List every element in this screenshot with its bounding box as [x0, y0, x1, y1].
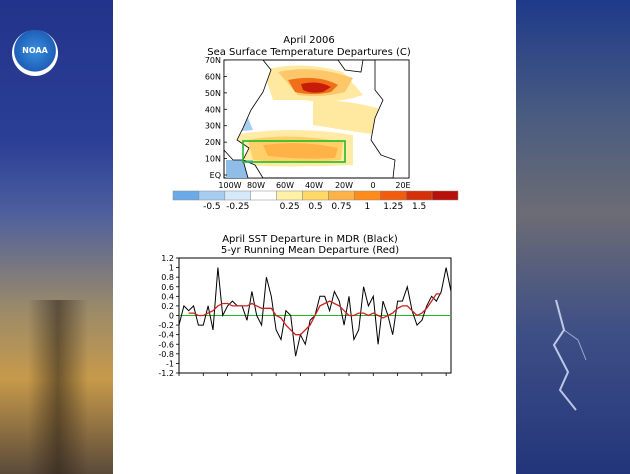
x-tick-label: 1950: [169, 377, 189, 378]
map-lon-label: 20E: [395, 181, 410, 190]
y-tick-label: -0.2: [158, 321, 174, 330]
colorbar-segment: [198, 190, 226, 201]
colorbar-label: -0.5: [203, 202, 221, 212]
y-tick-label: 0: [169, 312, 174, 321]
y-tick-label: 0.4: [161, 292, 174, 301]
colorbar-segment: [405, 190, 433, 201]
x-tick-label: 1995: [387, 377, 407, 378]
colorbar-segment: [354, 190, 381, 201]
sst-map-figure: April 2006 Sea Surface Temperature Depar…: [172, 35, 459, 212]
y-tick-label: -0.6: [158, 340, 174, 349]
colorbar-segment: [380, 190, 407, 201]
y-tick-label: -1.2: [158, 369, 174, 378]
colorbar-segment: [224, 190, 251, 201]
y-tick-label: 1: [169, 264, 174, 273]
map-lat-label: 10N: [205, 155, 221, 164]
colorbar-segment: [250, 190, 277, 201]
map-lon-label: 0: [370, 181, 375, 190]
y-tick-label: 0.2: [161, 302, 174, 311]
y-tick-label: 0.8: [161, 273, 174, 282]
x-tick-label: 1980: [315, 377, 335, 378]
map-title-line1: April 2006: [283, 35, 334, 46]
x-tick-label: 1990: [363, 377, 383, 378]
map-lon-label: 20W: [335, 181, 353, 190]
colorbar-label: -0.25: [226, 202, 249, 212]
x-tick-label: 1965: [242, 377, 262, 378]
map-lon-label: 40W: [305, 181, 323, 190]
map-lat-label: 60N: [205, 72, 221, 81]
mdr-sst-line-chart: April SST Departure in MDR (Black) 5-yr …: [158, 234, 456, 378]
colorbar-label: 0.5: [308, 202, 322, 212]
map-lon-labels: 100W 80W 60W 40W 20W 0 20E: [218, 181, 410, 190]
left-decorative-band: NOAA: [0, 0, 113, 474]
x-tick-label: 1985: [339, 377, 359, 378]
map-lat-label: 40N: [205, 105, 221, 114]
y-tick-label: -0.8: [158, 350, 174, 359]
colorbar-segment: [276, 190, 303, 201]
y-tick-label: 1.2: [161, 254, 174, 263]
colorbar-label: 1.5: [412, 202, 426, 212]
y-tick-label: 0.6: [161, 283, 174, 292]
lightning-image: [552, 299, 587, 411]
map-lat-labels: 70N 60N 50N 40N 30N 20N 10N EQ: [205, 56, 227, 180]
map-lat-label: 70N: [205, 56, 221, 65]
colorbar-label: 1.25: [383, 202, 403, 212]
map-lat-label: 50N: [205, 89, 221, 98]
mdr-box: [242, 140, 346, 163]
x-tick-label: 1955: [193, 377, 213, 378]
x-tick-label: 1970: [266, 377, 286, 378]
map-lon-label: 60W: [276, 181, 294, 190]
chart-series: [178, 267, 452, 357]
map-lat-label: 30N: [205, 122, 221, 131]
y-tick-label: -1: [166, 359, 174, 368]
map-title-line2: Sea Surface Temperature Departures (C): [207, 47, 411, 58]
y-tick-label: -0.4: [158, 331, 174, 340]
colorbar-segment: [328, 190, 355, 201]
colorbar-segment: [431, 190, 459, 201]
x-tick-label: 2000: [412, 377, 432, 378]
chart-y-ticks: 1.210.80.60.40.20-0.2-0.4-0.6-0.8-1-1.2: [158, 254, 179, 378]
noaa-logo: NOAA: [12, 30, 58, 76]
tower-image: [28, 300, 88, 474]
sst-map-plot: [223, 59, 410, 179]
colorbar-label: 0.25: [280, 202, 300, 212]
colorbar-label: 1: [364, 202, 370, 212]
chart-x-ticks: 1950 1955 1960 1965 1970 1975 1980 1985 1990 1995…: [169, 373, 456, 378]
colorbar-segment: [302, 190, 329, 201]
map-lat-label: 20N: [205, 138, 221, 147]
series-line-1: [188, 293, 442, 336]
chart-subtitle: 5-yr Running Mean Departure (Red): [221, 245, 399, 256]
x-tick-label: 1975: [290, 377, 310, 378]
right-decorative-band: [516, 0, 630, 474]
map-lat-label: EQ: [210, 171, 221, 180]
map-lon-label: 100W: [218, 181, 241, 190]
map-colorbar: [172, 190, 459, 201]
x-tick-label: 1960: [217, 377, 237, 378]
chart-title: April SST Departure in MDR (Black): [222, 234, 398, 245]
x-tick-label: 2005: [436, 377, 456, 378]
slide-content: April 2006 Sea Surface Temperature Depar…: [113, 0, 516, 474]
colorbar-label: 0.75: [331, 202, 351, 212]
map-colorbar-labels: -0.5 -0.25 0.25 0.5 0.75 1 1.25 1.5: [203, 202, 426, 212]
map-lon-label: 80W: [247, 181, 265, 190]
colorbar-segment: [172, 190, 200, 201]
